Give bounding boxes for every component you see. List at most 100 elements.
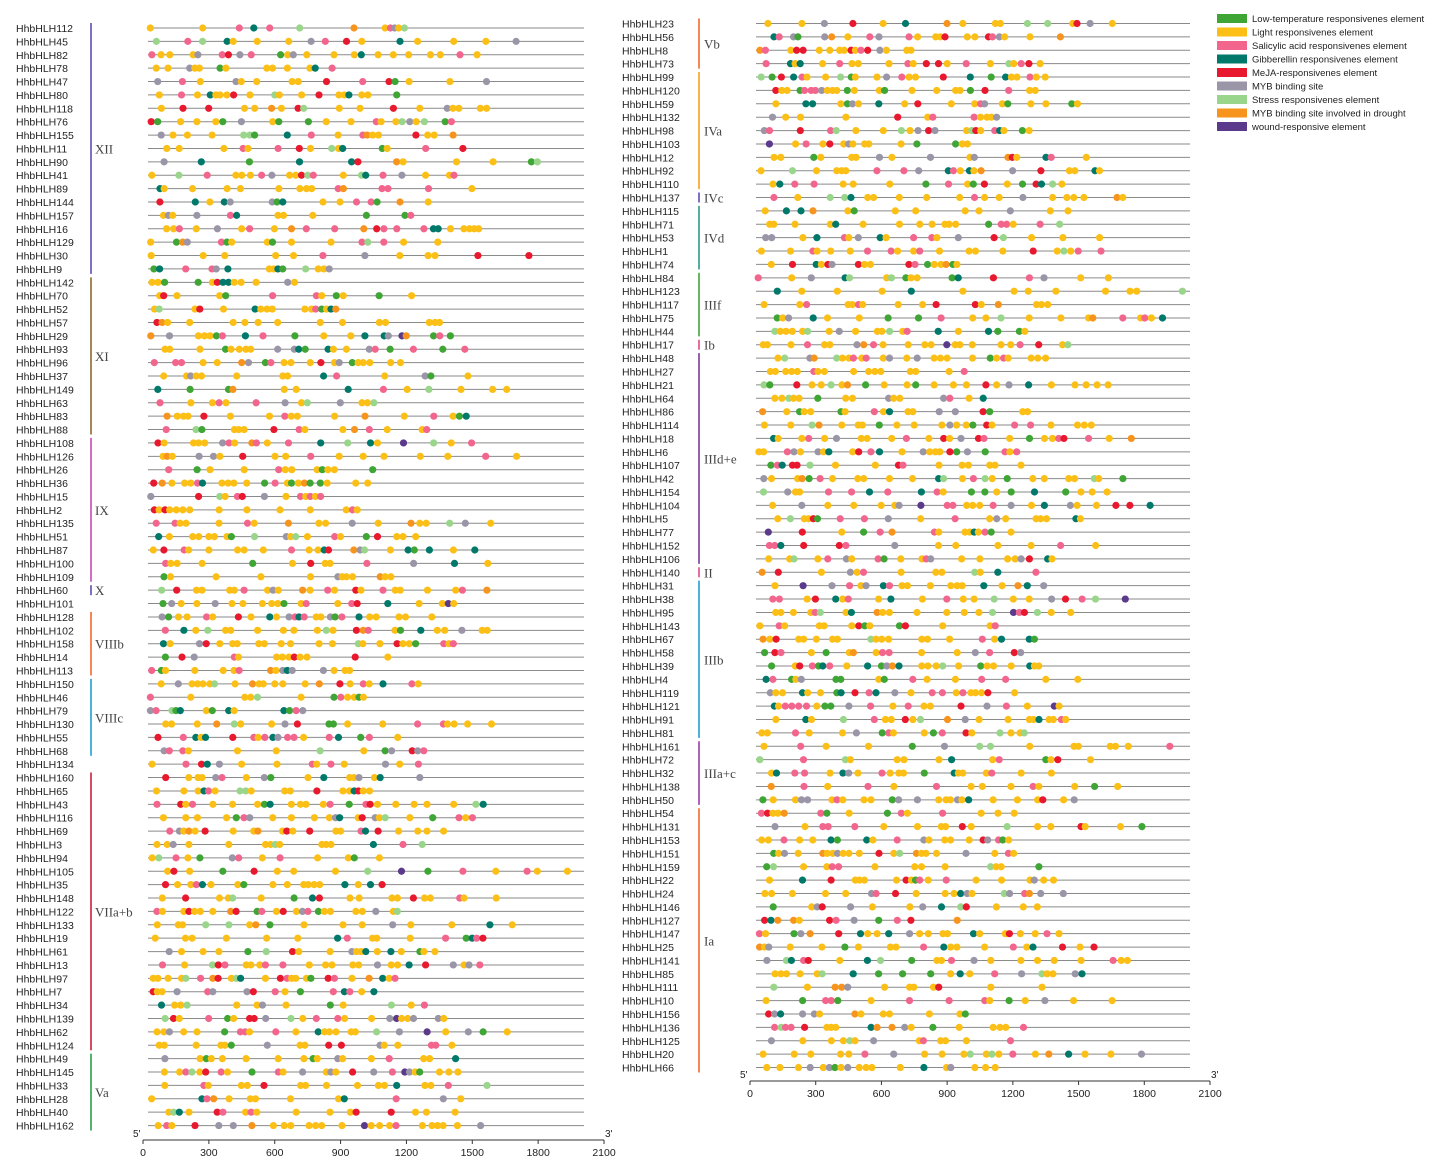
motif-dot	[805, 474, 813, 483]
motif-dot	[837, 689, 845, 697]
motif-dot	[236, 787, 244, 795]
motif-dot	[350, 854, 358, 862]
motif-dot	[287, 800, 295, 808]
motif-dot	[292, 974, 300, 982]
motif-dot	[442, 934, 450, 942]
motif-dot	[213, 359, 221, 367]
motif-dot	[828, 863, 836, 871]
motif-dot	[271, 680, 279, 688]
motif-dot	[272, 747, 280, 755]
motif-dot	[941, 33, 949, 41]
motif-dot	[334, 1095, 343, 1103]
gene-name: HhbHLH99	[622, 72, 674, 84]
gene-row: HhbHLH162	[16, 1121, 584, 1133]
motif-dot	[389, 51, 397, 59]
motif-dot	[799, 46, 807, 54]
motif-dot	[240, 546, 248, 554]
motif-dot	[314, 1028, 322, 1036]
motif-dot	[840, 46, 848, 54]
motif-dot	[401, 211, 409, 219]
motif-dot	[149, 546, 157, 554]
motif-dot	[387, 947, 395, 956]
motif-dot	[343, 934, 351, 942]
motif-dot	[254, 733, 262, 742]
motif-dot	[341, 1014, 349, 1023]
motif-dot	[339, 185, 347, 193]
motif-dot	[974, 528, 982, 536]
motif-dot	[866, 260, 875, 269]
motif-dot	[367, 1055, 375, 1063]
motif-dot	[977, 662, 985, 670]
motif-dot	[306, 64, 314, 72]
motif-dot	[397, 867, 406, 875]
gene-row: HhbHLH77	[622, 527, 1190, 539]
motif-dot	[755, 930, 764, 938]
motif-dot	[970, 167, 978, 175]
motif-dot	[375, 814, 383, 822]
gene-row: HhbHLH130	[16, 719, 584, 731]
motif-dot	[398, 118, 406, 126]
motif-dot	[1106, 742, 1114, 750]
motif-dot	[325, 814, 333, 822]
motif-dot	[813, 247, 821, 255]
motif-dot	[808, 421, 816, 429]
motif-dot	[1047, 153, 1055, 161]
motif-dot	[1103, 488, 1111, 496]
motif-dot	[758, 836, 766, 844]
gene-row: HhbHLH152	[622, 541, 1190, 553]
motif-dot	[449, 546, 457, 554]
motif-dot	[1109, 956, 1117, 965]
motif-dot	[338, 613, 346, 621]
motif-dot	[837, 1050, 845, 1058]
motif-dot	[845, 274, 854, 282]
motif-dot	[348, 519, 356, 527]
motif-dot	[191, 827, 199, 835]
motif-dot	[826, 662, 834, 670]
motif-dot	[890, 782, 898, 791]
motif-dot	[393, 91, 401, 99]
motif-dot	[264, 586, 272, 594]
legend-swatch-icon	[1217, 95, 1247, 104]
motif-dot	[260, 492, 268, 501]
motif-dot	[328, 640, 336, 648]
motif-dot	[913, 608, 921, 617]
motif-dot	[150, 359, 158, 367]
motif-dot	[363, 131, 371, 139]
motif-dot	[781, 354, 789, 362]
motif-dot	[398, 1014, 406, 1023]
motif-dot	[1002, 702, 1011, 710]
motif-dot	[978, 635, 986, 643]
motif-dot	[464, 1028, 472, 1036]
motif-dot	[273, 198, 281, 206]
motif-dot	[307, 452, 315, 460]
motif-dot	[809, 100, 817, 108]
motif-dot	[508, 921, 516, 929]
gene-name: HhbHLH95	[622, 607, 674, 619]
motif-dot	[278, 653, 286, 661]
motif-dot	[927, 341, 935, 349]
motif-dot	[826, 220, 834, 228]
motif-dot	[192, 425, 200, 434]
motif-dot	[376, 640, 384, 648]
motif-dot	[288, 947, 297, 956]
motif-dot	[319, 251, 327, 260]
motif-dot	[957, 434, 965, 443]
motif-dot	[416, 773, 424, 782]
motif-dot	[792, 675, 800, 683]
motif-dot	[221, 251, 229, 260]
gene-name: HhbHLH6	[622, 447, 668, 459]
gene-row: HhbHLH51	[16, 532, 584, 544]
motif-dot	[229, 318, 237, 327]
motif-dot	[227, 1041, 235, 1049]
motif-dot	[986, 742, 995, 750]
motif-dot	[158, 988, 166, 996]
motif-dot	[878, 327, 886, 335]
motif-dot	[247, 51, 255, 59]
motif-dot	[237, 720, 245, 728]
motif-dot	[1027, 541, 1035, 550]
motif-dot	[198, 586, 206, 594]
motif-dot	[358, 814, 366, 822]
motif-dot	[1006, 1037, 1015, 1045]
motif-dot	[203, 171, 211, 179]
gene-row: HhbHLH128	[16, 612, 584, 624]
